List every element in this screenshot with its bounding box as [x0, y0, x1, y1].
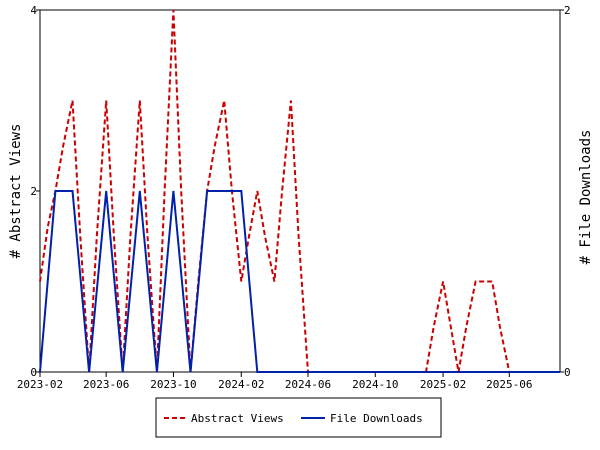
- x-tick-label-6: 2025-02: [420, 378, 466, 391]
- axes-layer: 2023-02 2023-06 2023-10 2024-02 2024-06 2024-…: [17, 4, 571, 391]
- legend-label-file-downloads: File Downloads: [330, 412, 423, 425]
- series-line-file-downloads: [39, 190, 560, 373]
- left-axis-title: # Abstract Views: [8, 124, 24, 259]
- legend: Abstract Views File Downloads: [155, 397, 442, 438]
- legend-label-abstract-views: Abstract Views: [191, 412, 284, 425]
- right-y-tick-label-0: 0: [564, 366, 571, 379]
- x-tick-label-4: 2024-06: [285, 378, 331, 391]
- legend-box: [155, 397, 442, 438]
- left-y-tick-label-2: 4: [30, 4, 37, 17]
- right-axis-title: # File Downloads: [578, 130, 594, 265]
- x-tick-label-3: 2024-02: [218, 378, 264, 391]
- x-tick-label-5: 2024-10: [352, 378, 398, 391]
- left-y-tick-label-1: 2: [30, 185, 37, 198]
- series-line-abstract-views: [39, 9, 511, 373]
- x-tick-label-0: 2023-02: [17, 378, 63, 391]
- right-y-tick-label-1: 2: [564, 4, 571, 17]
- x-tick-label-2: 2023-10: [150, 378, 196, 391]
- x-tick-label-1: 2023-06: [83, 378, 129, 391]
- x-tick-label-7: 2025-06: [486, 378, 532, 391]
- left-y-tick-label-0: 0: [30, 366, 37, 379]
- series-layer: [39, 9, 560, 373]
